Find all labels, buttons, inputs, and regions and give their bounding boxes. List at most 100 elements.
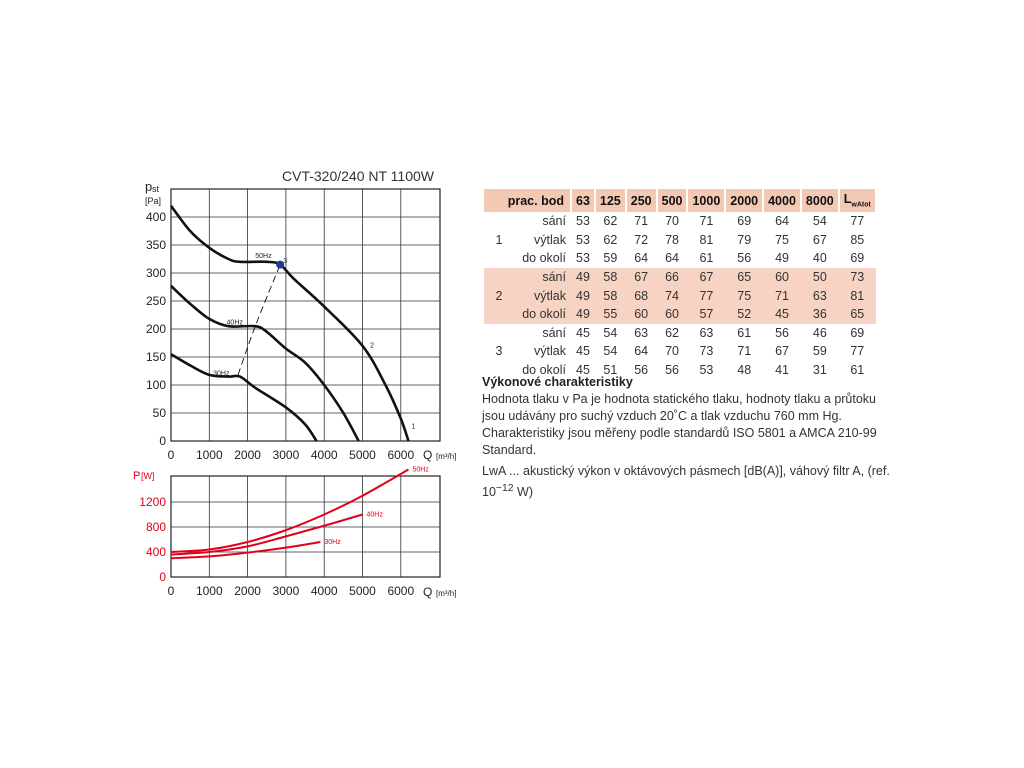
- table-row-label: sání: [542, 214, 566, 229]
- power-x-tick-label: 3000: [273, 584, 300, 598]
- power-y-tick-label: 1200: [139, 495, 166, 509]
- table-row-header: do okolí: [484, 361, 571, 380]
- table-row-label: sání: [542, 325, 566, 340]
- table-header-band: LwAtot: [838, 189, 877, 212]
- pressure-curve-annotation: 40Hz: [227, 320, 244, 327]
- pressure-y-tick-label: 250: [146, 294, 166, 308]
- description-heading: Výkonové charakteristiky: [482, 375, 633, 389]
- table-cell: 74: [656, 286, 688, 305]
- pressure-x-tick-label: 6000: [387, 448, 414, 462]
- table-cell: 48: [737, 363, 752, 378]
- pressure-curve-50Hz: [169, 205, 410, 442]
- table-cell: 61: [737, 325, 752, 340]
- table-cell: 79: [737, 232, 752, 247]
- pressure-curve-annotation: 2: [370, 342, 374, 349]
- power-curve-50Hz: [170, 468, 409, 553]
- table-cell: 50: [800, 267, 839, 287]
- table-cell: 36: [800, 304, 839, 324]
- table-cell: 72: [634, 232, 649, 247]
- table-cell: 70: [665, 214, 679, 229]
- table-cell: 77: [687, 286, 726, 305]
- table-cell: 77: [850, 214, 865, 229]
- table-header-band: 125: [594, 189, 627, 212]
- table-cell: 49: [571, 304, 595, 324]
- power-y-tick-label: 0: [159, 570, 166, 584]
- pressure-y-tick-label: 400: [146, 210, 166, 224]
- table-cell: 85: [850, 232, 865, 247]
- power-y-axis-unit: [W]: [141, 471, 155, 481]
- table-cell: 63: [699, 325, 714, 340]
- power-x-axis-label: Q: [423, 585, 432, 599]
- table-cell: 58: [594, 286, 626, 305]
- sound-power-table: prac. bod 63 125 250 500 1000 2000 4000 8000 LwAt…: [484, 189, 877, 379]
- pressure-y-tick-label: 350: [146, 238, 166, 252]
- table-cell: 53: [576, 214, 590, 229]
- description-lwa-note: LwA ... akustický výkon v oktávových pás…: [482, 463, 902, 501]
- pressure-y-axis-label: p: [145, 179, 152, 194]
- lwa-exponent: −12: [495, 483, 514, 494]
- pressure-x-tick-label: 2000: [234, 448, 261, 462]
- table-header-band: 8000: [800, 189, 840, 212]
- power-x-tick-label: 5000: [349, 584, 376, 598]
- table-cell: 73: [699, 344, 714, 359]
- table-cell: 60: [656, 304, 688, 324]
- pressure-plot-frame: [170, 188, 441, 442]
- table-cell: 45: [576, 363, 590, 378]
- table-cell: 56: [737, 251, 752, 266]
- pressure-x-tick-label: 1000: [196, 448, 223, 462]
- table-row: sání 49 58 67 66 67 65 60 50 73: [484, 267, 876, 287]
- table-row: sání 45 54 63 62 63 61 56 46 69: [484, 324, 876, 343]
- pressure-y-tick-label: 0: [159, 434, 166, 448]
- table-cell: 54: [812, 214, 827, 229]
- table-cell: 59: [812, 344, 827, 359]
- table-cell: 69: [737, 214, 752, 229]
- table-row: do okolí 53 59 64 64 61 56 49 40 69: [484, 249, 876, 268]
- table-row-header: sání: [484, 267, 571, 287]
- lwa-text: LwA ... akustický výkon v oktávových pás…: [482, 464, 890, 500]
- table-cell: 64: [634, 344, 649, 359]
- pressure-x-tick-label: 4000: [311, 448, 338, 462]
- table-cell: 65: [838, 304, 876, 324]
- operating-point-marker: [276, 260, 285, 269]
- power-x-tick-label: 4000: [311, 584, 338, 598]
- table-cell: 66: [656, 267, 688, 287]
- pressure-curve-40Hz: [170, 284, 360, 442]
- table-point-number: 1: [495, 232, 503, 247]
- table-cell: 71: [737, 344, 752, 359]
- table-cell: 52: [725, 304, 764, 324]
- pressure-y-tick-label: 300: [146, 266, 166, 280]
- power-y-axis-label: P: [133, 470, 140, 482]
- table-cell: 53: [699, 363, 714, 378]
- table-cell: 62: [603, 232, 618, 247]
- table-cell: 60: [763, 267, 801, 287]
- table-cell: 77: [850, 344, 865, 359]
- table-row-label: do okolí: [522, 307, 566, 322]
- pressure-x-axis-label: Q: [423, 448, 432, 462]
- pressure-y-axis-unit: [Pa]: [145, 196, 161, 206]
- table-cell: 40: [812, 251, 827, 266]
- table-header-band: 2000: [725, 189, 765, 212]
- table-cell: 75: [775, 232, 789, 247]
- table-point-number: 3: [495, 344, 503, 359]
- table-cell: 56: [634, 363, 649, 378]
- table-cell: 69: [850, 251, 865, 266]
- table-cell: 64: [634, 251, 649, 266]
- table-row-header: 2 výtlak: [484, 286, 571, 305]
- table-header-band: 500: [656, 189, 689, 212]
- pressure-x-axis-unit: [m³/h]: [436, 452, 456, 461]
- pressure-y-tick-label: 100: [146, 378, 166, 392]
- table-header-subscript: wAtot: [851, 201, 871, 209]
- table-cell: 71: [634, 214, 649, 229]
- table-row-header: sání: [484, 212, 571, 231]
- power-y-tick-label: 400: [146, 545, 166, 559]
- table-cell: 41: [775, 363, 789, 378]
- power-x-tick-label: 0: [168, 584, 175, 598]
- power-x-tick-label: 1000: [196, 584, 223, 598]
- table-cell: 45: [576, 325, 590, 340]
- table-header-band: 4000: [763, 189, 802, 212]
- table-cell: 75: [725, 286, 764, 305]
- table-row: do okolí 45 51 56 56 53 48 41 31 61: [484, 361, 876, 380]
- table-cell: 81: [838, 286, 876, 305]
- pressure-curve-annotation: 50Hz: [255, 253, 272, 260]
- performance-description: Výkonové charakteristiky Hodnota tlaku v…: [482, 374, 902, 505]
